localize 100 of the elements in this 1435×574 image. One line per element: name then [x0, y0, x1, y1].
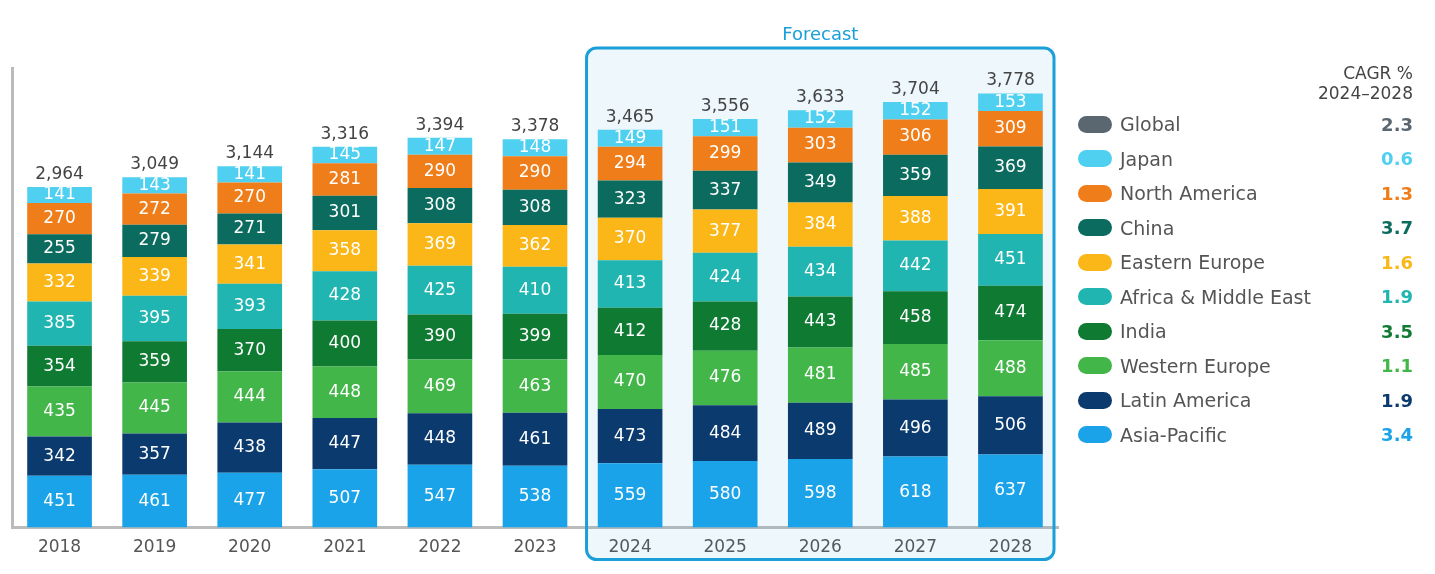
x-tick-label: 2027: [893, 536, 937, 557]
bar: [27, 263, 92, 302]
data-label: 369: [423, 232, 457, 253]
data-label: 507: [328, 486, 362, 507]
bar: [122, 433, 187, 475]
bar: [312, 417, 378, 470]
bar: [787, 458, 853, 528]
data-label: 393: [233, 294, 266, 315]
bar: [787, 402, 853, 459]
data-label: 461: [518, 427, 552, 448]
data-label: 255: [43, 237, 76, 258]
data-label: 444: [233, 385, 266, 406]
x-tick-label: 2024: [608, 536, 652, 557]
bar: [407, 464, 473, 528]
legend-label: Western Europe: [1120, 354, 1272, 377]
bar: [27, 475, 92, 528]
legend-label: India: [1120, 320, 1168, 343]
bar: [217, 422, 283, 473]
data-label: 303: [804, 133, 837, 154]
data-label: 506: [994, 413, 1027, 434]
bar: [692, 350, 758, 406]
x-tick-label: 2021: [323, 536, 367, 557]
x-tick-label: 2025: [703, 536, 747, 557]
data-label: 463: [518, 374, 552, 395]
data-label: 270: [233, 186, 266, 207]
data-label: 323: [613, 187, 647, 208]
data-label: 451: [994, 248, 1027, 269]
data-label: 149: [613, 126, 647, 147]
data-label: 377: [708, 219, 742, 240]
data-label: 342: [43, 444, 76, 465]
data-label: 391: [994, 199, 1027, 220]
data-label: 148: [518, 136, 552, 157]
band-label: Forecast: [782, 22, 859, 44]
bar: [502, 225, 568, 267]
bar: [27, 345, 92, 387]
data-label: 370: [233, 338, 266, 359]
bar: [787, 246, 853, 297]
data-label: 477: [233, 488, 266, 509]
data-label: 485: [899, 360, 932, 381]
text: 1.3: [1381, 182, 1413, 204]
text: 3.4: [1381, 424, 1413, 446]
data-label: 434: [804, 260, 837, 281]
bar: [787, 162, 853, 203]
data-label: 152: [804, 107, 837, 128]
data-label: 442: [899, 254, 932, 275]
bar: [883, 456, 948, 528]
bar: [502, 465, 568, 528]
total-label: 2,964: [35, 162, 84, 183]
data-label: 279: [138, 229, 171, 250]
data-label: 451: [43, 490, 76, 511]
bar: [787, 296, 853, 348]
bar: [883, 240, 948, 292]
bar: [502, 412, 568, 466]
data-label: 362: [518, 234, 552, 255]
bar: [502, 359, 568, 413]
bar: [27, 436, 92, 476]
bar: [978, 146, 1043, 189]
bar: [502, 313, 568, 360]
data-label: 438: [233, 436, 266, 457]
data-label: 559: [613, 483, 647, 504]
bar: [312, 469, 378, 528]
bar: [502, 266, 568, 314]
total-label: 3,704: [891, 77, 940, 98]
total-label: 3,556: [700, 94, 750, 115]
bar: [787, 347, 853, 403]
total-label: 3,465: [605, 105, 655, 126]
bar: [787, 202, 853, 247]
legend-label: China: [1120, 216, 1176, 239]
x-tick-label: 2023: [513, 536, 557, 557]
data-label: 306: [899, 125, 932, 146]
data-label: 476: [708, 366, 742, 387]
data-label: 299: [708, 141, 742, 162]
legend-label: Asia-Pacific: [1120, 423, 1229, 446]
bar: [597, 180, 663, 218]
data-label: 428: [708, 314, 742, 335]
data-label: 461: [138, 489, 171, 510]
x-tick-label: 2028: [988, 536, 1033, 557]
data-label: 290: [518, 161, 552, 182]
bar: [217, 213, 283, 245]
bar: [978, 285, 1043, 341]
data-label: 489: [804, 419, 837, 440]
bar: [692, 136, 758, 171]
data-label: 443: [804, 310, 837, 331]
text: 1.1: [1381, 355, 1413, 377]
legend-label: Global: [1120, 113, 1182, 136]
bar: [883, 399, 948, 457]
bar: [122, 224, 187, 257]
total-label: 3,144: [225, 142, 275, 163]
data-label: 399: [518, 325, 552, 346]
bar: [597, 307, 663, 356]
bar: [597, 355, 663, 410]
bar: [597, 146, 663, 181]
bar: [407, 413, 473, 465]
data-label: 337: [708, 178, 742, 199]
data-label: 637: [994, 479, 1027, 500]
legend-label: Africa & Middle East: [1120, 285, 1312, 308]
data-label: 445: [138, 396, 171, 417]
data-label: 290: [423, 159, 457, 180]
bar: [27, 386, 92, 437]
bar: [122, 256, 187, 296]
